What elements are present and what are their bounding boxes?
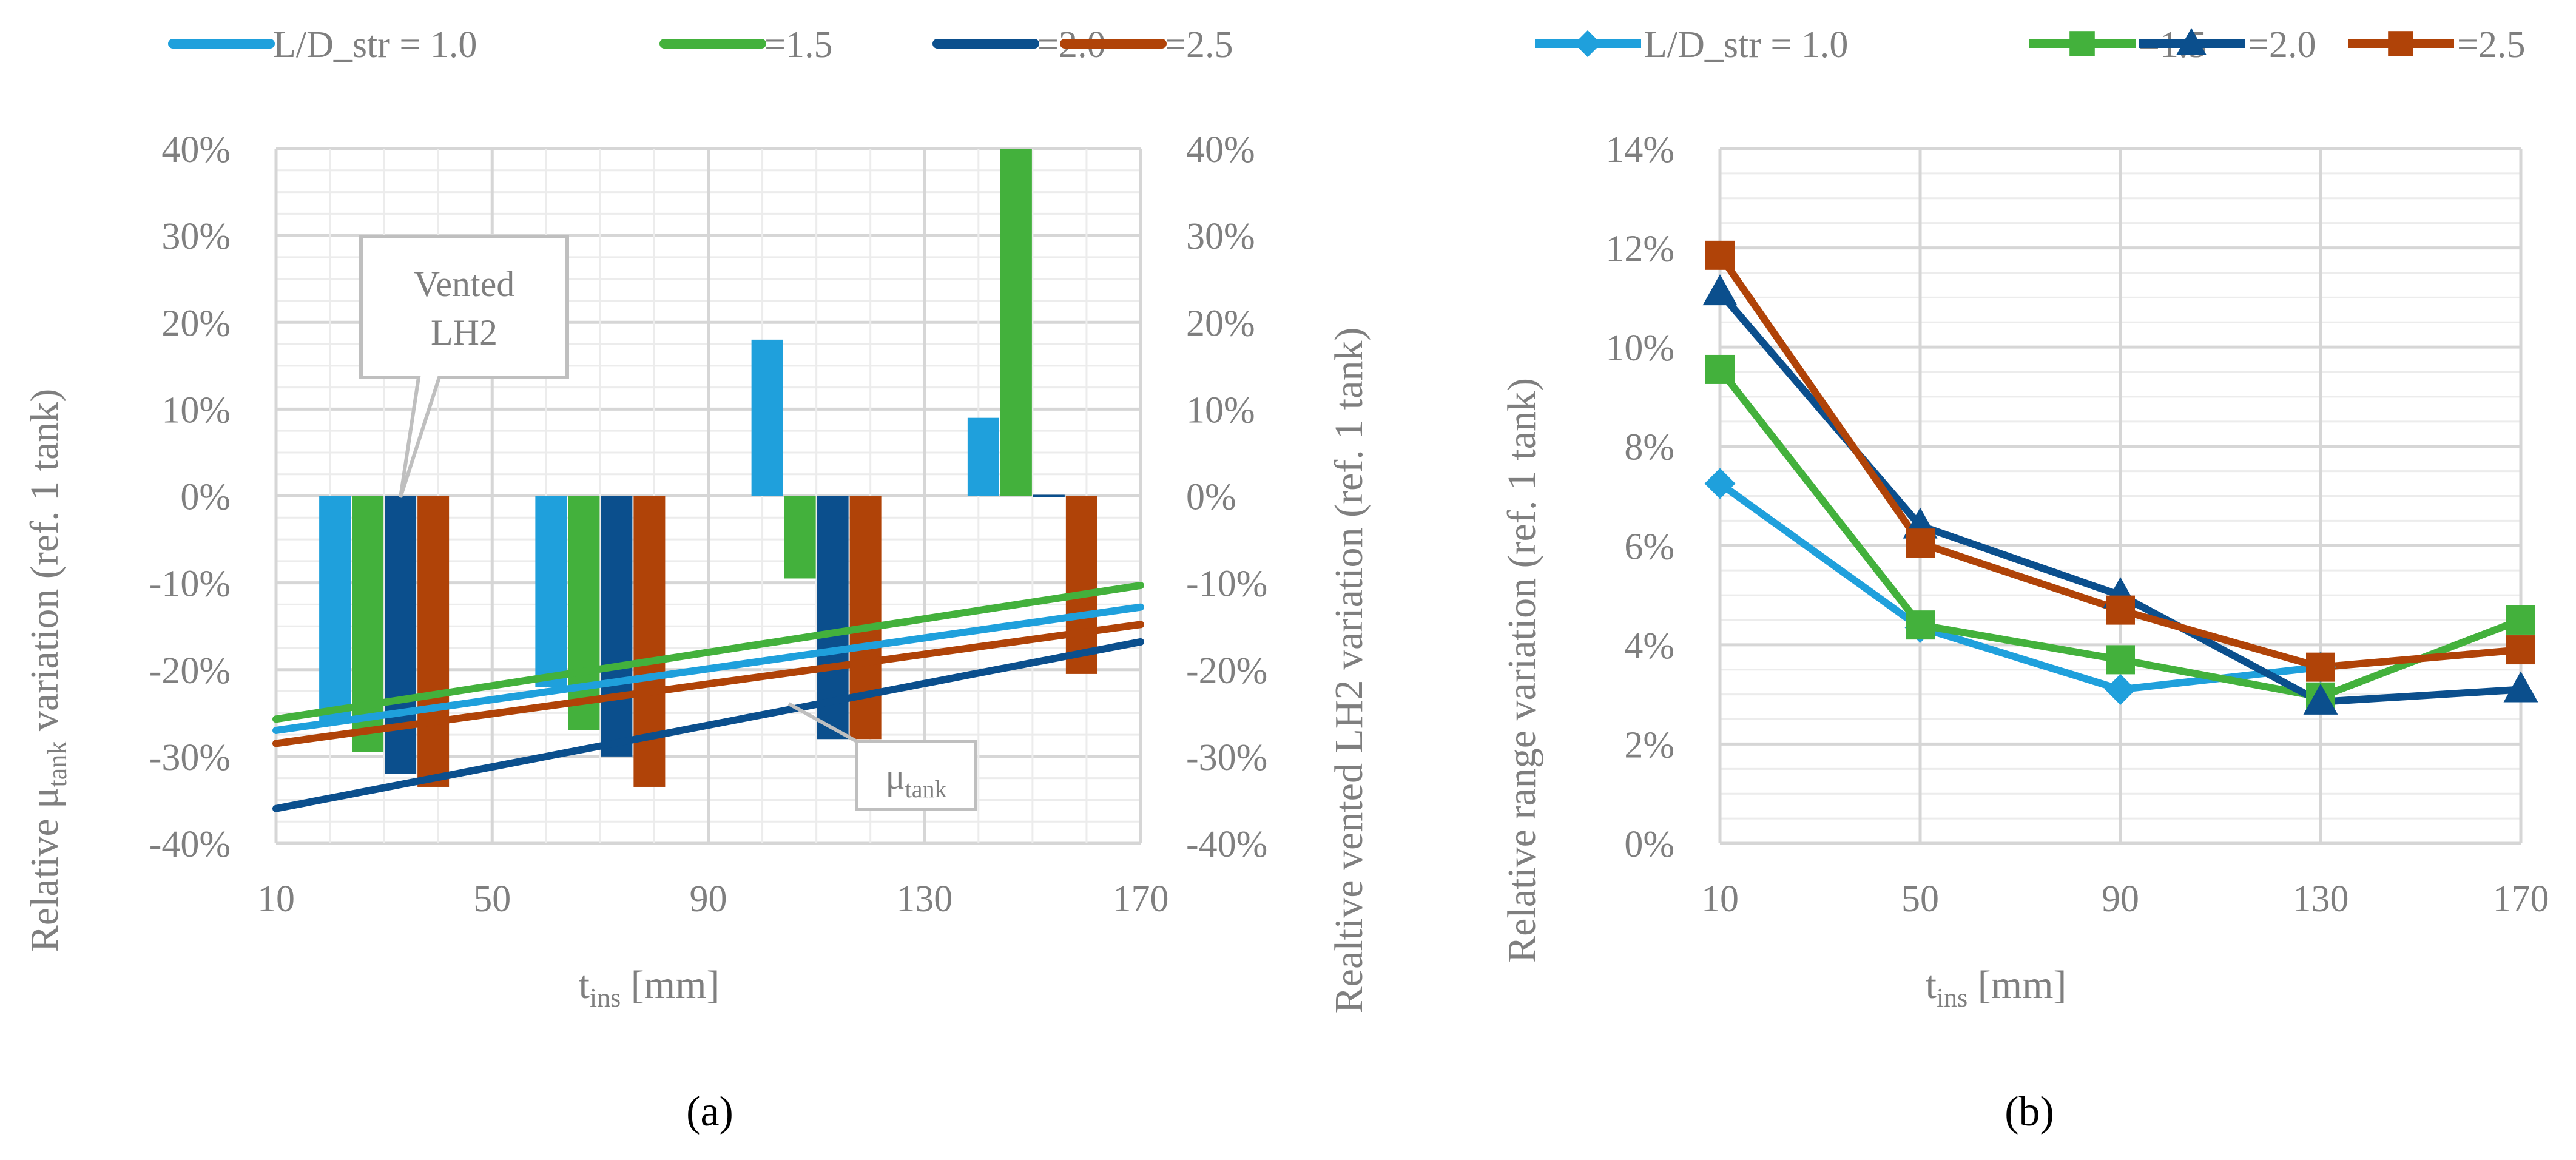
chart-a-x-tick: 170 (1113, 878, 1169, 920)
chart-a-y-tick-right: -10% (1186, 564, 1267, 605)
chart-b-xlabel-main: t (1926, 963, 1937, 1007)
chart-a-bar (968, 418, 999, 496)
chart-b-point-square (1705, 355, 1735, 384)
chart-a-xlabel-sub: ins (590, 983, 621, 1013)
chart-b-x-axis-label: tins [mm] (1926, 963, 2067, 1013)
chart-a-legend-label: L/D_str = 1.0 (273, 24, 477, 66)
chart-a-y-tick-right: -20% (1186, 650, 1267, 692)
chart-a-bar (319, 496, 351, 722)
chart-a-y-tick-right: 30% (1186, 216, 1255, 257)
chart-b-point-square (2106, 645, 2135, 674)
chart-b-point-square (2506, 605, 2535, 635)
chart-b-legend-label: L/D_str = 1.0 (1644, 24, 1848, 66)
chart-a-y-tick-right: 0% (1186, 477, 1236, 518)
chart-b-y-tick: 4% (1624, 626, 1674, 667)
panel-label-a: (a) (686, 1088, 733, 1135)
chart-b-x-tick: 10 (1701, 878, 1739, 920)
chart-b: 0% 2% 4% 6% 8% 10% 12% 14% 10 50 90 130 170 L/D_str … (1500, 24, 2549, 1135)
chart-a-y-axis-label-right: Realtive vented LH2 variation (ref. 1 ta… (1327, 328, 1371, 1014)
chart-b-series-line (1720, 484, 2321, 689)
chart-b-point-square (2106, 596, 2135, 625)
chart-b-y-tick: 12% (1605, 229, 1674, 270)
chart-a-x-tick: 90 (690, 878, 727, 920)
chart-b-y-tick: 14% (1605, 129, 1674, 170)
chart-b-point-square (2506, 635, 2535, 664)
chart-a-bar (601, 496, 632, 757)
annotation-vented-label-line1: Vented (414, 264, 515, 304)
chart-a-y-tick-right: -30% (1186, 737, 1267, 778)
chart-a-bar (1000, 149, 1032, 496)
chart-b-point-diamond (1574, 30, 1601, 57)
chart-a-xlabel-rest: [mm] (621, 963, 720, 1007)
chart-a-bar (1066, 496, 1097, 674)
annotation-vented-lh2: Vented LH2 (361, 237, 567, 497)
annotation-mu-sub: tank (905, 775, 947, 803)
chart-b-y-tick: 10% (1605, 328, 1674, 369)
chart-b-y-axis-label: Relative range variation (ref. 1 tank) (1500, 378, 1544, 963)
chart-b-point-square (1705, 241, 1735, 270)
chart-a-bar (568, 496, 599, 730)
chart-a-y-tick-left: 0% (180, 477, 231, 518)
chart-a-y-tick-left: 40% (161, 129, 231, 170)
chart-a-bar (535, 496, 567, 687)
chart-b-legend: L/D_str = 1.0=1.5=2.0=2.5 (1535, 24, 2525, 66)
chart-a-bar (633, 496, 665, 787)
chart-a-ylabel-left-pre: Relative μ (22, 787, 67, 952)
chart-a-legend-label: =1.5 (764, 24, 832, 66)
chart-a-bar (385, 496, 416, 774)
chart-b-point-square (2306, 653, 2335, 682)
chart-a-xlabel-main: t (579, 963, 590, 1007)
chart-b-point-diamond (2105, 674, 2136, 705)
annotation-vented-label-line2: LH2 (431, 312, 497, 352)
chart-a-x-tick: 10 (257, 878, 295, 920)
chart-a-bar (850, 496, 882, 740)
chart-b-point-square (1906, 528, 1935, 558)
chart-a-y-axis-label-left: Relative μtank variation (ref. 1 tank) (22, 389, 72, 953)
chart-a-x-axis-label: tins [mm] (579, 963, 720, 1013)
chart-b-x-tick: 170 (2493, 878, 2549, 920)
chart-b-y-tick: 6% (1624, 526, 1674, 567)
chart-a-bar (1033, 495, 1065, 497)
chart-b-x-tick: 130 (2293, 878, 2349, 920)
chart-a-y-tick-left: -40% (149, 824, 231, 865)
chart-b-y-tick: 2% (1624, 724, 1674, 766)
chart-b-y-tick: 8% (1624, 427, 1674, 468)
annotation-mu-main: μ (885, 757, 905, 797)
chart-a-y-tick-left: 20% (161, 303, 231, 344)
chart-b-y-tick: 0% (1624, 824, 1674, 865)
chart-a-bar (752, 340, 783, 496)
chart-b-xlabel-rest: [mm] (1967, 963, 2066, 1007)
panel-label-b: (b) (2004, 1088, 2054, 1135)
chart-b-x-tick: 50 (1901, 878, 1939, 920)
chart-a-y-tick-right: -40% (1186, 824, 1267, 865)
chart-b-legend-label: =2.0 (2248, 24, 2316, 66)
chart-a-y-tick-left: -10% (149, 564, 231, 605)
chart-b-point-square (2069, 31, 2095, 56)
chart-b-legend-label: =2.5 (2457, 24, 2525, 66)
chart-b-point-square (1906, 610, 1935, 639)
chart-a-legend-label: =2.5 (1165, 24, 1233, 66)
chart-a-ylabel-left-post: variation (ref. 1 tank) (22, 389, 67, 741)
chart-b-point-square (2388, 31, 2413, 56)
chart-a-y-tick-left: 10% (161, 389, 231, 431)
chart-b-xlabel-sub: ins (1937, 983, 1967, 1013)
chart-a-y-tick-left: 30% (161, 216, 231, 257)
chart-a-y-tick-left: -30% (149, 737, 231, 778)
chart-a-ylabel-left-sub: tank (42, 741, 72, 787)
chart-b-x-tick: 90 (2102, 878, 2139, 920)
chart-b-grid (1720, 149, 2521, 843)
chart-a-y-tick-right: 20% (1186, 303, 1255, 344)
chart-a-y-tick-right: 10% (1186, 389, 1255, 431)
chart-a-bar (417, 496, 449, 787)
chart-a: -40% -40% -30% -30% -20% -20% -10% -10% 0% 0% 10% 1… (22, 24, 1371, 1135)
chart-a-legend: L/D_str = 1.0=1.5=2.0=2.5 (173, 24, 1233, 66)
chart-a-bar (784, 496, 816, 579)
chart-a-x-tick: 50 (473, 878, 511, 920)
chart-a-y-tick-left: -20% (149, 650, 231, 692)
chart-a-y-tick-right: 40% (1186, 129, 1255, 170)
chart-a-x-tick: 130 (896, 878, 953, 920)
